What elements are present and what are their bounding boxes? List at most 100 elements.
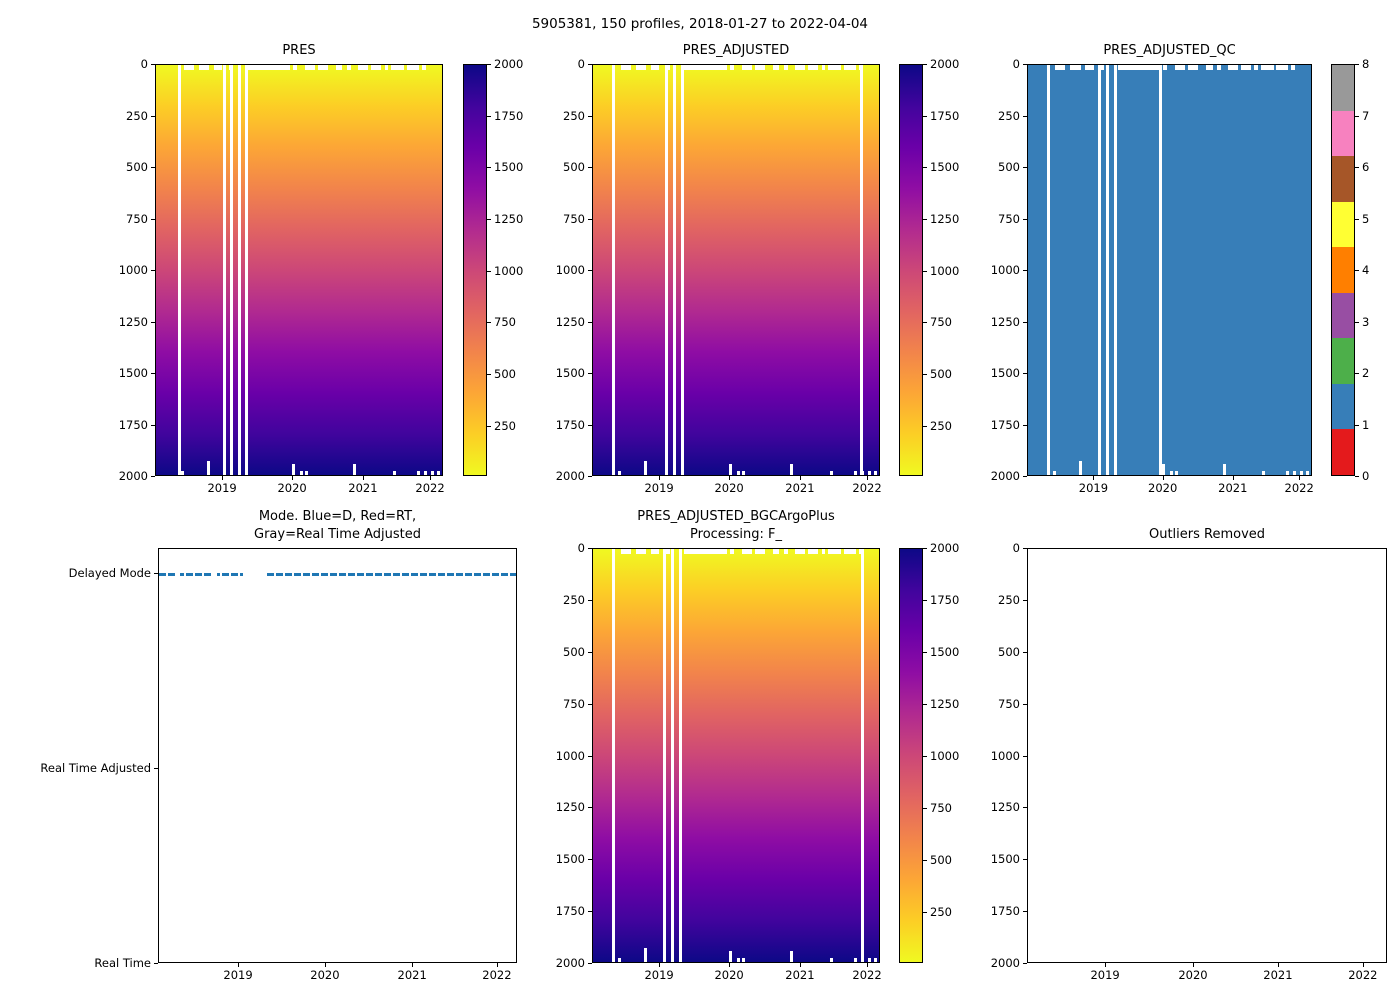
missing-deep-mark: [1170, 471, 1174, 475]
x-tick-mark: [1093, 476, 1095, 480]
colorbar-tick-mark: [923, 64, 927, 65]
missing-deep-mark: [1175, 471, 1179, 475]
qc-colorbar-segment: [1332, 338, 1354, 384]
colorbar-tick-mark: [487, 322, 491, 324]
colorbar-tick-mark: [1355, 476, 1359, 477]
y-tick-mark: [1023, 599, 1027, 601]
colorbar-tick-label: 1250: [930, 697, 960, 712]
y-tick-label: 1000: [118, 263, 148, 277]
bgc-title: PRES_ADJUSTED_BGCArgoPlus Processing: F_: [592, 508, 880, 544]
missing-deep-mark: [423, 471, 427, 475]
colorbar-tick-label: 500: [930, 367, 952, 382]
y-tick-label: 1500: [555, 366, 585, 380]
pres-colorbar: [463, 64, 487, 476]
missing-surface-segment: [1070, 65, 1081, 70]
y-tick-label: 1500: [990, 852, 1020, 867]
x-tick-mark: [799, 476, 801, 480]
missing-surface-segment: [1240, 65, 1251, 70]
x-tick-label: 2020: [277, 481, 307, 495]
x-tick-mark: [430, 476, 432, 480]
x-tick-mark: [412, 963, 414, 967]
x-tick-label: 2019: [207, 481, 237, 495]
missing-surface-segment: [228, 65, 233, 70]
colorbar-tick-label: 1500: [930, 160, 960, 175]
colorbar-tick-mark: [1355, 424, 1359, 426]
y-tick-label: 0: [140, 57, 148, 71]
missing-surface-segment: [198, 65, 210, 70]
missing-surface-segment: [828, 549, 842, 554]
missing-deep-mark: [728, 464, 732, 475]
missing-profile-stripe: [611, 549, 615, 962]
qc-colorbar-segment: [1332, 292, 1354, 339]
colorbar-tick-mark: [487, 64, 491, 65]
y-tick-label: 1000: [990, 263, 1020, 277]
missing-surface-segment: [651, 549, 660, 554]
colorbar-tick-mark: [923, 167, 927, 169]
missing-profile-stripe: [1046, 65, 1050, 475]
y-tick-label: Delayed Mode: [68, 565, 151, 580]
missing-surface-segment: [1291, 65, 1296, 70]
y-tick-mark: [588, 476, 592, 477]
missing-profile-stripe: [223, 65, 227, 475]
missing-surface-segment: [1254, 65, 1258, 70]
missing-deep-mark: [860, 471, 864, 475]
y-tick-mark: [1023, 64, 1027, 65]
missing-surface-segment: [384, 65, 389, 70]
y-tick-mark: [588, 64, 592, 65]
y-tick-label: 1250: [555, 314, 585, 329]
colorbar-tick-label: 1500: [494, 160, 524, 175]
y-tick-mark: [1023, 270, 1027, 271]
y-tick-label: 2000: [990, 956, 1020, 970]
y-tick-mark: [588, 373, 592, 374]
pres-heatmap: [155, 64, 443, 476]
colorbar-tick-label: 750: [930, 801, 952, 816]
missing-surface-segment: [183, 65, 194, 70]
colorbar-tick-mark: [923, 600, 927, 602]
colorbar-tick-label: 1000: [494, 263, 524, 278]
missing-deep-mark: [829, 958, 833, 962]
missing-profile-stripe: [1097, 65, 1101, 475]
colorbar-tick-mark: [487, 270, 491, 272]
y-tick-label: 250: [998, 592, 1020, 607]
colorbar-tick-label: 1: [1362, 417, 1370, 432]
mode-title-line2: Gray=Real Time Adjusted: [254, 527, 421, 542]
y-tick-mark: [1023, 476, 1027, 477]
missing-surface-segment: [357, 65, 369, 70]
x-tick-label: 2021: [785, 968, 815, 982]
y-tick-mark: [588, 167, 592, 168]
y-tick-mark: [588, 599, 592, 601]
y-tick-mark: [1023, 911, 1027, 913]
outliers-title: Outliers Removed: [1148, 527, 1266, 542]
x-tick-mark: [292, 476, 294, 480]
missing-deep-mark: [644, 948, 648, 962]
missing-surface-segment: [683, 65, 728, 70]
x-tick-label: 2021: [1263, 968, 1293, 982]
missing-profile-stripe: [1106, 65, 1110, 475]
missing-surface-segment: [754, 549, 765, 554]
x-tick-mark: [362, 476, 364, 480]
y-tick-label: 250: [126, 108, 148, 123]
missing-surface-segment: [214, 65, 223, 70]
colorbar-tick-label: 6: [1362, 160, 1370, 174]
x-tick-label: 2019: [644, 481, 674, 495]
missing-surface-segment: [1085, 65, 1094, 70]
missing-surface-segment: [858, 549, 863, 554]
missing-surface-segment: [729, 549, 734, 554]
y-tick-mark: [1023, 424, 1027, 426]
missing-deep-mark: [618, 958, 622, 962]
missing-surface-segment: [421, 65, 426, 70]
colorbar-tick-mark: [923, 912, 927, 914]
colorbar-tick-mark: [923, 270, 927, 272]
mode-line-gap: [259, 570, 265, 578]
colorbar-tick-mark: [487, 374, 491, 376]
y-tick-mark: [151, 373, 155, 374]
colorbar-tick-mark: [923, 756, 927, 758]
missing-deep-mark: [291, 464, 295, 475]
delayed-mode-line: [159, 572, 516, 576]
colorbar-tick-mark: [923, 704, 927, 706]
missing-surface-segment: [1260, 65, 1274, 70]
y-tick-mark: [588, 703, 592, 705]
qc-colorbar-segment: [1332, 156, 1354, 202]
missing-surface-segment: [844, 65, 857, 70]
